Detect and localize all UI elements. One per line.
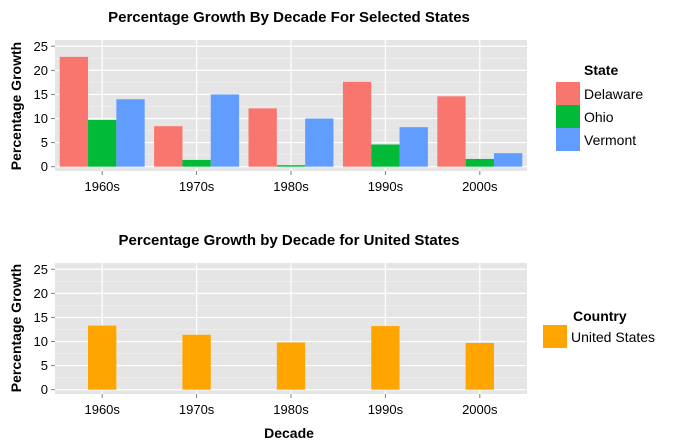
y-tick-label: 15: [34, 87, 48, 102]
y-tick-label: 0: [41, 382, 48, 397]
y-axis-title: Percentage Growth: [8, 42, 24, 170]
bar-vermont: [493, 153, 523, 167]
chart-title: Percentage Growth by Decade for United S…: [119, 232, 460, 249]
legend-label: Ohio: [584, 109, 614, 125]
bar-vermont: [210, 94, 240, 167]
legend-title: State: [584, 62, 618, 78]
x-tick-label: 1980s: [273, 402, 309, 417]
y-tick-label: 25: [34, 262, 48, 277]
bar-delaware: [154, 126, 183, 167]
bar-united-states: [276, 342, 306, 390]
chart-title: Percentage Growth By Decade For Selected…: [108, 9, 470, 26]
y-tick-label: 5: [41, 135, 48, 150]
legend-label: Delaware: [584, 86, 643, 102]
legend-label: United States: [571, 329, 655, 345]
y-axis-title: Percentage Growth: [8, 264, 24, 392]
x-tick-label: 2000s: [462, 402, 498, 417]
legend-key: [556, 82, 580, 105]
x-tick-label: 1960s: [84, 179, 120, 194]
chart-panel-us: Percentage Growth by Decade for United S…: [8, 232, 655, 441]
x-tick-label: 1960s: [84, 402, 120, 417]
bar-vermont: [399, 127, 428, 167]
bar-delaware: [437, 96, 466, 167]
legend-key: [556, 128, 580, 151]
y-tick-label: 0: [41, 159, 48, 174]
y-tick-label: 20: [34, 286, 48, 301]
chart-panel-states: Percentage Growth By Decade For Selected…: [8, 9, 643, 194]
bar-ohio: [182, 159, 211, 167]
x-tick-label: 1990s: [368, 179, 404, 194]
legend: Delaware Ohio Vermont: [556, 82, 643, 151]
bar-united-states: [182, 334, 211, 390]
y-tick-label: 20: [34, 63, 48, 78]
bar-delaware: [59, 56, 89, 167]
bar-vermont: [116, 99, 145, 167]
y-tick-label: 10: [34, 334, 48, 349]
plot-area: 0 5 10 15 20 25 1960s 1970s 1980s 1990s 2000s: [34, 39, 527, 194]
bar-united-states: [88, 325, 117, 390]
bar-delaware: [342, 81, 372, 167]
bar-united-states: [465, 342, 494, 390]
legend-key: [556, 105, 580, 128]
y-tick-label: 25: [34, 39, 48, 54]
plot-area: 0 5 10 15 20 25 1960s 1970s 1980s 1990s 2000s: [34, 262, 527, 417]
legend-key: [543, 325, 567, 348]
y-tick-label: 5: [41, 358, 48, 373]
x-tick-label: 1970s: [179, 402, 215, 417]
legend-label: Vermont: [584, 132, 636, 148]
y-tick-label: 15: [34, 310, 48, 325]
x-tick-label: 1980s: [273, 179, 309, 194]
bar-united-states: [371, 326, 400, 390]
bar-vermont: [305, 118, 334, 167]
x-axis-title: Decade: [264, 425, 314, 441]
bar-ohio: [88, 119, 117, 167]
legend: United States: [543, 325, 655, 348]
y-tick-label: 10: [34, 111, 48, 126]
bar-delaware: [248, 108, 277, 167]
bar-ohio: [465, 158, 494, 167]
x-tick-label: 1970s: [179, 179, 215, 194]
x-tick-label: 1990s: [368, 402, 404, 417]
legend-title: Country: [573, 308, 627, 324]
bar-ohio: [371, 144, 400, 167]
x-tick-label: 2000s: [462, 179, 498, 194]
bar-ohio: [276, 165, 306, 167]
